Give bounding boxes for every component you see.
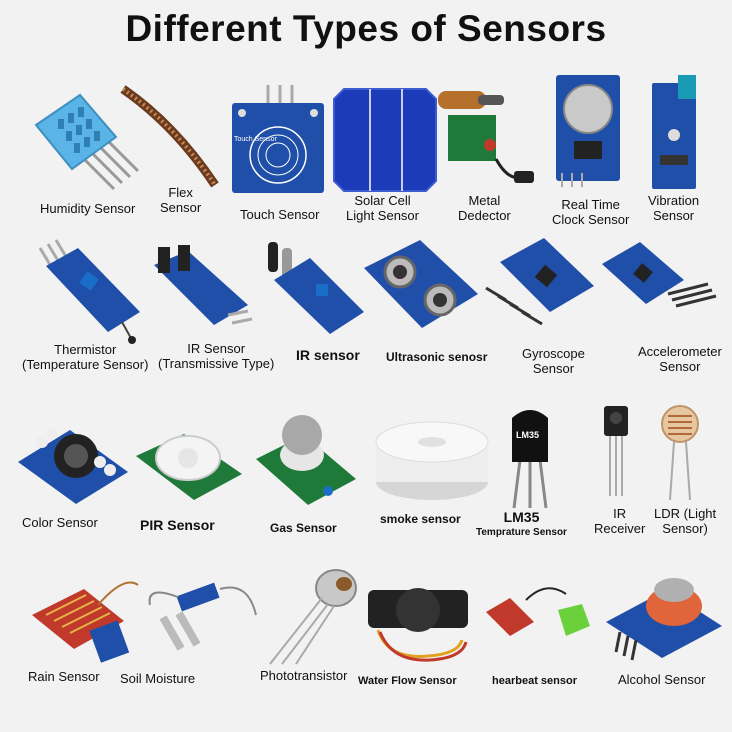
water-flow-icon [368,588,468,662]
soil-moisture-card: Soil Moisture [120,575,258,690]
metal-detector-icon [438,91,534,183]
gas-sensor-icon [256,415,356,505]
color-sensor-label: Color Sensor [22,515,98,530]
touch-board-text: Touch Sensor [234,136,277,143]
pir-sensor-icon [136,434,242,500]
rtc-label: Real Time Clock Sensor [552,197,630,227]
accelerometer-label: Accelerometer Sensor [638,344,722,374]
lm35-chip-text: LM35 [516,430,540,440]
touch-sensor-card: Touch Sensor Touch Sensor [228,85,328,225]
ir-receiver-icon [604,406,628,496]
touch-sensor-icon [232,85,324,193]
flex-sensor-label: Flex Sensor [160,185,202,215]
gas-sensor-card: Gas Sensor [252,405,362,545]
metal-detector-card: Metal Dedector [438,85,538,225]
alcohol-label: Alcohol Sensor [618,672,706,687]
ultrasonic-card: Ultrasonic senosr [358,238,488,373]
pir-sensor-label: PIR Sensor [140,517,215,533]
rain-sensor-icon [32,581,139,663]
flex-sensor-card: Flex Sensor [115,85,219,220]
ir-sensor-card: IR sensor [264,240,374,370]
thermistor-icon [38,239,140,344]
soil-moisture-label: Soil Moisture [120,671,196,686]
page-title: Different Types of Sensors [125,8,607,49]
gas-sensor-label: Gas Sensor [270,521,337,535]
thermistor-card: Thermistor (Temperature Sensor) [22,239,152,375]
vibration-label: Vibration Sensor [648,193,700,223]
phototransistor-icon [269,569,357,665]
touch-sensor-label: Touch Sensor [240,207,320,222]
phototransistor-label: Phototransistor [260,668,348,683]
humidity-sensor-label: Humidity Sensor [40,201,136,216]
phototransistor-card: Phototransistor [256,568,366,688]
ir-transmissive-card: IR Sensor (Transmissive Type) [148,245,274,375]
ultrasonic-label: Ultrasonic senosr [386,350,488,364]
smoke-sensor-card: smoke sensor [372,412,492,537]
gyroscope-icon [485,238,594,326]
heartbeat-sensor-icon [486,587,590,636]
pir-sensor-card: PIR Sensor [136,418,246,543]
vibration-sensor-icon [652,75,696,189]
metal-detector-label: Metal Dedector [458,193,511,223]
heartbeat-label: hearbeat sensor [492,675,577,687]
solar-cell-label: Solar Cell Light Sensor [346,193,419,223]
flex-sensor-icon [120,85,219,188]
lm35-card: LM35 LM35 Temprature Sensor [476,400,590,545]
rtc-sensor-icon [556,75,620,187]
ldr-card: LDR (Light Sensor) [650,400,732,545]
water-flow-card: Water Flow Sensor [358,570,478,690]
smoke-sensor-label: smoke sensor [380,512,461,526]
ir-receiver-label: IR Receiver [594,506,646,536]
ir-sensor-icon [268,242,364,334]
rain-sensor-card: Rain Sensor [28,575,139,690]
smoke-sensor-icon [375,421,489,500]
heartbeat-card: hearbeat sensor [486,580,606,690]
thermistor-label: Thermistor (Temperature Sensor) [22,342,149,372]
ultrasonic-sensor-icon [364,240,478,328]
water-flow-label: Water Flow Sensor [358,675,457,687]
color-sensor-icon [18,428,128,504]
ir-receiver-card: IR Receiver [590,400,650,545]
color-sensor-card: Color Sensor [16,410,136,540]
ldr-icon [661,405,699,501]
lm35-label: LM35 Temprature Sensor [476,509,567,539]
solar-cell-card: Solar Cell Light Sensor [330,85,440,225]
ldr-label: LDR (Light Sensor) [654,506,717,536]
rain-sensor-label: Rain Sensor [28,669,100,684]
gyroscope-label: Gyroscope Sensor [522,346,585,376]
soil-moisture-icon [148,582,257,651]
ir-sensor-label: IR sensor [296,347,360,363]
vibration-card: Vibration Sensor [648,75,728,225]
ir-transmissive-icon [154,245,253,325]
alcohol-sensor-icon [606,578,722,661]
humidity-sensor-card: Humidity Sensor [28,85,140,216]
lm35-icon [512,410,548,509]
accelerometer-icon [602,242,717,308]
alcohol-card: Alcohol Sensor [606,568,730,690]
humidity-sensor-icon [34,93,140,191]
solar-cell-icon [333,88,437,192]
rtc-card: Real Time Clock Sensor [548,75,638,230]
accelerometer-card: Accelerometer Sensor [598,238,728,374]
ir-transmissive-label: IR Sensor (Transmissive Type) [158,341,275,371]
gyroscope-card: Gyroscope Sensor [482,238,602,378]
